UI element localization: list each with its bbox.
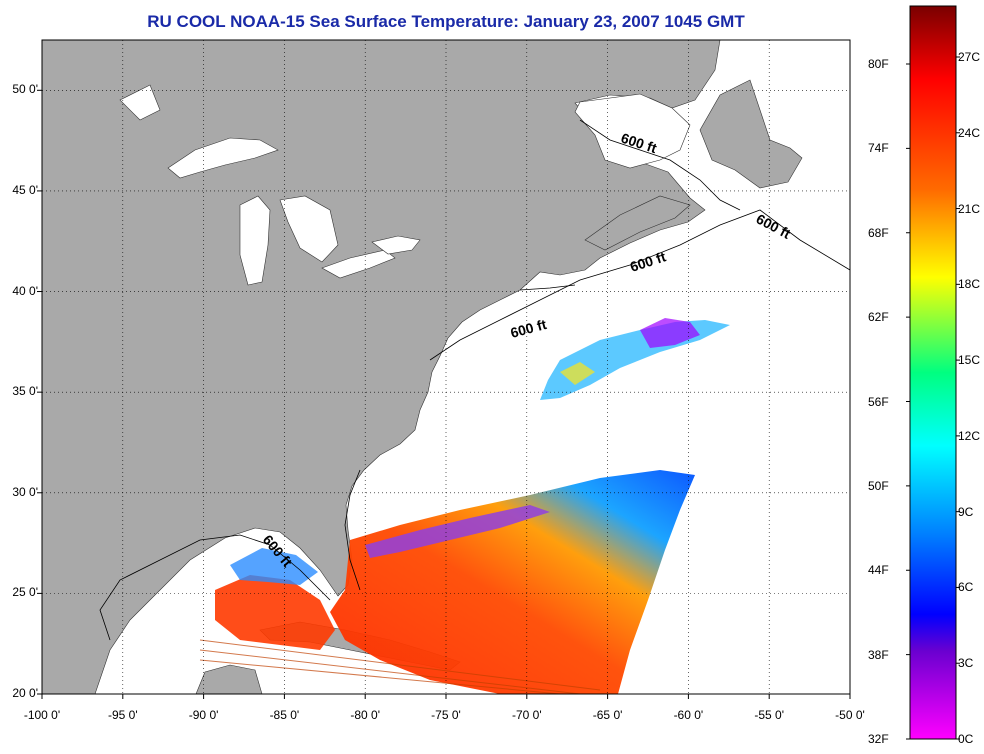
sst-swath-gulf-cool (230, 548, 318, 585)
colorbar-f-label: 32F (868, 732, 889, 746)
colorbar-c-label: 3C (958, 656, 974, 671)
colorbar-f-label: 62F (868, 310, 889, 325)
colorbar-f-label: 80F (868, 57, 889, 71)
colorbar-c-label: 15C (958, 353, 981, 368)
sst-swath-main (330, 470, 695, 694)
lat-tick-label: 30 0' (12, 484, 38, 499)
lon-tick-label: -95 0' (107, 708, 138, 722)
shelf-contours (99, 119, 851, 641)
sst-swath-gulf (215, 575, 335, 650)
sst-patch-gulf-stream-warm (640, 318, 700, 348)
sst-patch-gulf-stream-yellow (560, 362, 595, 385)
lon-tick-label: -60 0' (673, 708, 704, 722)
lat-tick-label: 40 0' (12, 283, 38, 298)
land-newfoundland (699, 79, 803, 189)
lat-tick-label: 25 0' (12, 585, 38, 600)
great-lakes (119, 84, 421, 286)
colorbar-c-label: 24C (958, 125, 981, 140)
colorbar-f-label: 68F (868, 225, 889, 240)
lat-tick-label: 45 0' (12, 182, 38, 197)
lon-tick-label: -85 0' (269, 708, 300, 722)
colorbar-f-label: 50F (868, 478, 889, 493)
colorbar-c-label: 12C (958, 428, 981, 443)
colorbar-f-label: 38F (868, 647, 889, 662)
lon-tick-label: -55 0' (754, 708, 785, 722)
gulf-st-lawrence (574, 93, 691, 169)
colorbar-ticks (906, 56, 960, 740)
lon-tick-label: -80 0' (350, 708, 381, 722)
land-nova-scotia (584, 195, 691, 251)
lon-tick-label: -90 0' (188, 708, 219, 722)
lon-tick-label: -75 0' (431, 708, 461, 722)
sst-swath-northern-strip (365, 505, 550, 558)
lon-tick-label: -100 0' (23, 708, 61, 722)
figure-title: RU COOL NOAA-15 Sea Surface Temperature:… (147, 12, 745, 31)
colorbar-c-label: 27C (958, 50, 981, 64)
land-yucatan (195, 664, 263, 694)
colorbar-f-label: 44F (868, 563, 889, 578)
colorbar (909, 5, 957, 740)
colorbar-c-label: 0C (958, 732, 974, 746)
colorbar-c-label: 18C (958, 277, 981, 292)
colorbar-c-label: 9C (958, 504, 974, 519)
lat-tick-label: 50 0' (12, 82, 38, 97)
lon-tick-label: -65 0' (592, 708, 623, 722)
lon-tick-label: -50 0' (835, 708, 865, 722)
graticule (37, 40, 851, 699)
colorbar-f-label: 74F (868, 141, 889, 156)
lat-tick-label: 35 0' (12, 384, 38, 399)
colorbar-f-label: 56F (868, 394, 889, 409)
colorbar-c-label: 6C (958, 580, 974, 595)
plot-frame (41, 39, 851, 695)
lon-tick-label: -70 0' (511, 708, 542, 722)
colorbar-c-label: 21C (958, 201, 981, 216)
lat-tick-label: 20 0' (12, 686, 38, 700)
sst-stripes-south (199, 639, 601, 694)
